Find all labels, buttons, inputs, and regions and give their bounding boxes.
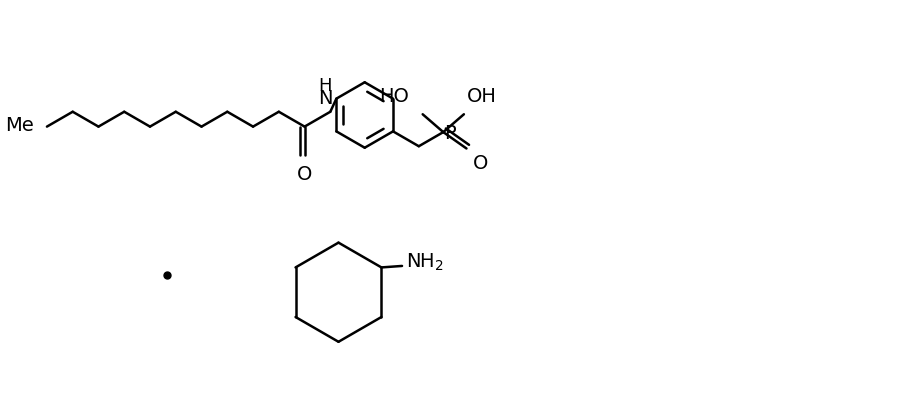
Text: N: N: [318, 89, 333, 108]
Text: OH: OH: [467, 87, 497, 106]
Text: HO: HO: [379, 87, 409, 106]
Text: Me: Me: [6, 116, 34, 135]
Text: O: O: [472, 154, 488, 174]
Text: H: H: [319, 77, 332, 95]
Text: O: O: [297, 165, 312, 184]
Text: P: P: [444, 124, 456, 142]
Text: NH$_2$: NH$_2$: [406, 251, 444, 273]
